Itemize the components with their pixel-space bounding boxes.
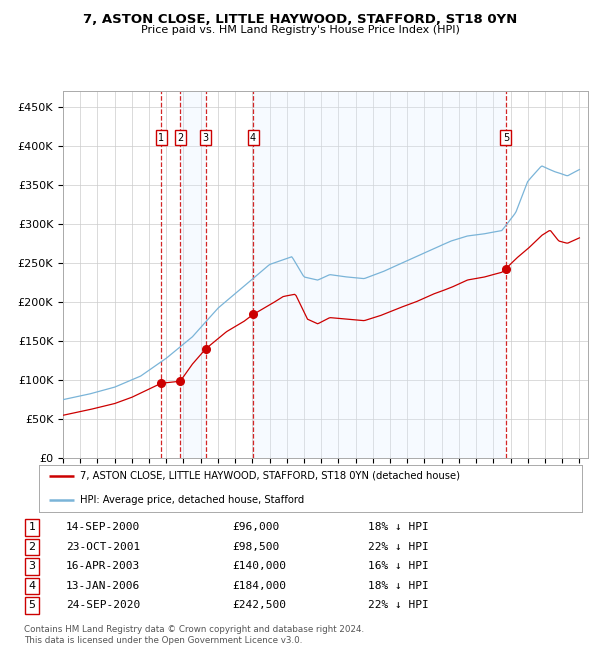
Bar [253, 91, 506, 458]
Text: 2: 2 [29, 542, 35, 552]
Text: £96,000: £96,000 [232, 523, 280, 532]
Text: £140,000: £140,000 [232, 562, 286, 571]
Text: Price paid vs. HM Land Registry's House Price Index (HPI): Price paid vs. HM Land Registry's House … [140, 25, 460, 34]
Text: 14-SEP-2000: 14-SEP-2000 [66, 523, 140, 532]
Text: 5: 5 [503, 133, 509, 143]
Text: 18% ↓ HPI: 18% ↓ HPI [368, 523, 428, 532]
Text: 16% ↓ HPI: 16% ↓ HPI [368, 562, 428, 571]
Text: HPI: Average price, detached house, Stafford: HPI: Average price, detached house, Staf… [80, 495, 304, 505]
Text: 3: 3 [29, 562, 35, 571]
Text: £184,000: £184,000 [232, 581, 286, 591]
Text: 22% ↓ HPI: 22% ↓ HPI [368, 601, 428, 610]
Text: 22% ↓ HPI: 22% ↓ HPI [368, 542, 428, 552]
Text: 13-JAN-2006: 13-JAN-2006 [66, 581, 140, 591]
Text: 1: 1 [158, 133, 164, 143]
Text: 7, ASTON CLOSE, LITTLE HAYWOOD, STAFFORD, ST18 0YN: 7, ASTON CLOSE, LITTLE HAYWOOD, STAFFORD… [83, 13, 517, 26]
Text: 3: 3 [203, 133, 209, 143]
Text: 2: 2 [177, 133, 184, 143]
Text: 4: 4 [250, 133, 256, 143]
Text: 16-APR-2003: 16-APR-2003 [66, 562, 140, 571]
Bar [180, 91, 206, 458]
Text: 24-SEP-2020: 24-SEP-2020 [66, 601, 140, 610]
Text: 5: 5 [29, 601, 35, 610]
Text: 4: 4 [29, 581, 35, 591]
Text: 23-OCT-2001: 23-OCT-2001 [66, 542, 140, 552]
Text: £98,500: £98,500 [232, 542, 280, 552]
Text: £242,500: £242,500 [232, 601, 286, 610]
Text: 7, ASTON CLOSE, LITTLE HAYWOOD, STAFFORD, ST18 0YN (detached house): 7, ASTON CLOSE, LITTLE HAYWOOD, STAFFORD… [80, 471, 460, 481]
Text: Contains HM Land Registry data © Crown copyright and database right 2024.
This d: Contains HM Land Registry data © Crown c… [24, 625, 364, 645]
Text: 18% ↓ HPI: 18% ↓ HPI [368, 581, 428, 591]
Text: 1: 1 [29, 523, 35, 532]
